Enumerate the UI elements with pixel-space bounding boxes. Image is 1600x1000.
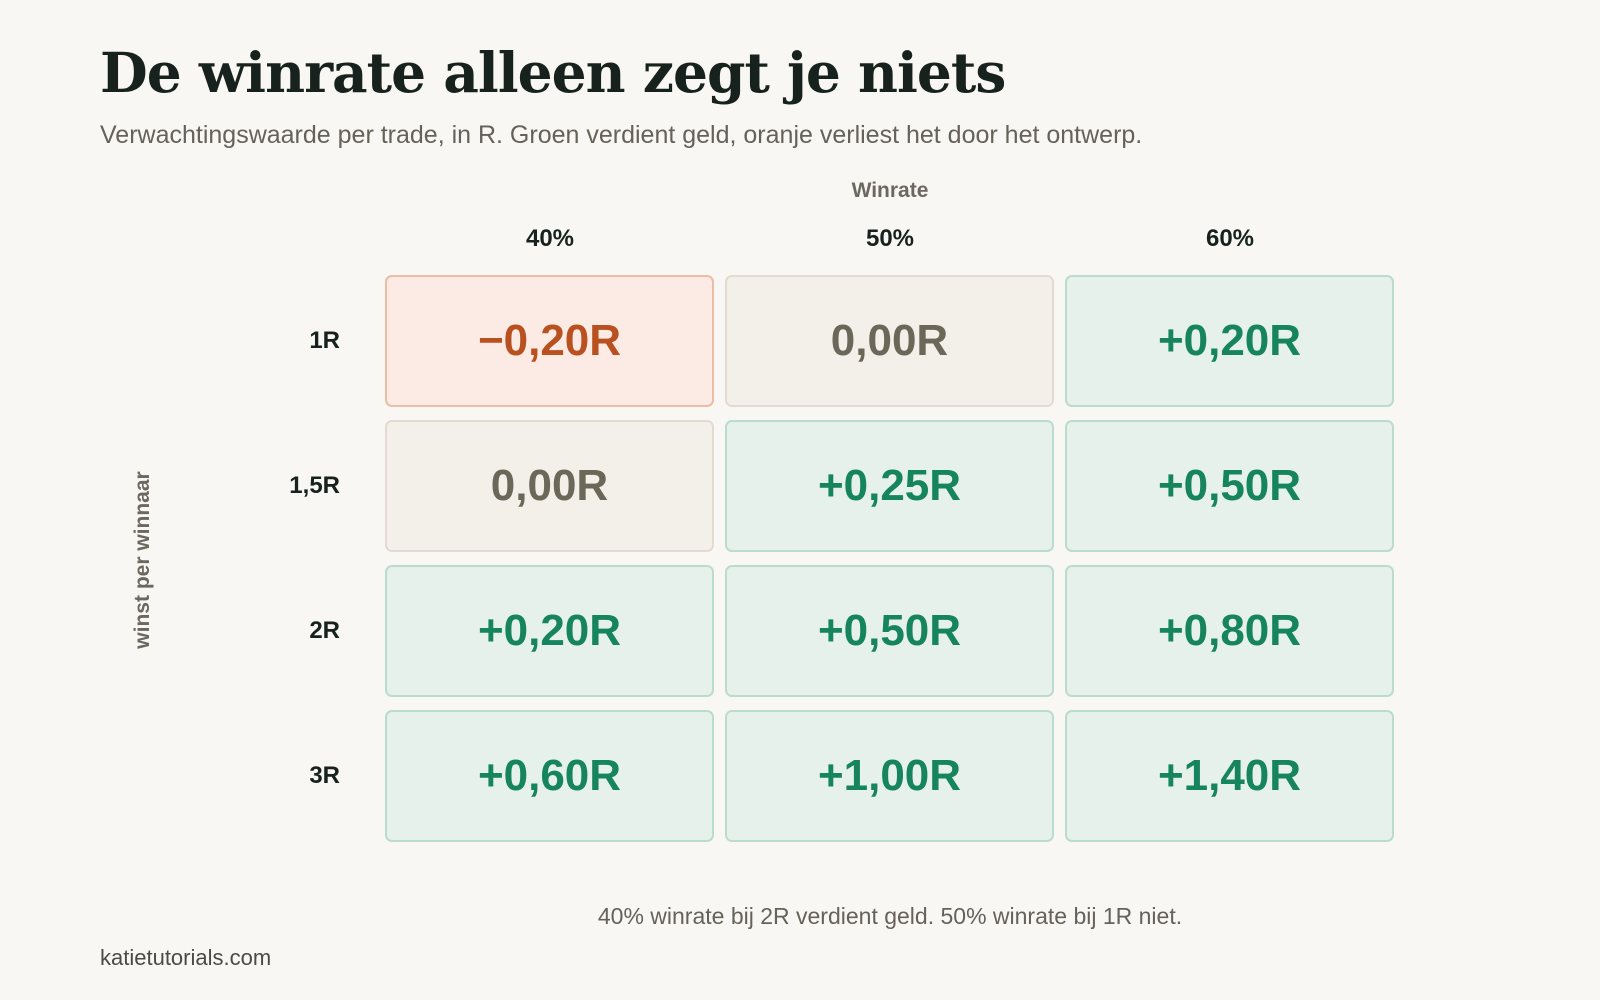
heatmap-cell: +0,60R — [385, 710, 714, 842]
heatmap-cell: +0,20R — [385, 565, 714, 697]
heatmap-cell: +0,50R — [1065, 420, 1394, 552]
heatmap-cell: +1,40R — [1065, 710, 1394, 842]
heatmap-cell: +0,80R — [1065, 565, 1394, 697]
site-credit: katietutorials.com — [100, 945, 272, 970]
heatmap-cell: 0,00R — [725, 275, 1054, 407]
column-header: 50% — [865, 225, 915, 252]
column-header: 40% — [525, 225, 575, 252]
heatmap-cell: +0,20R — [1065, 275, 1394, 407]
row-header: 1,5R — [289, 472, 340, 499]
heatmap-cell: +1,00R — [725, 710, 1054, 842]
row-header: 1R — [309, 327, 340, 354]
row-header: 3R — [309, 762, 340, 789]
heatmap-cell: +0,25R — [725, 420, 1054, 552]
page-subtitle: Verwachtingswaarde per trade, in R. Groe… — [100, 121, 1143, 149]
x-axis-title: Winrate — [851, 179, 929, 202]
footnote: 40% winrate bij 2R verdient geld. 50% wi… — [597, 903, 1183, 929]
y-axis-title: winst per winnaar — [131, 471, 154, 649]
column-header: 60% — [1205, 225, 1255, 252]
row-header: 2R — [309, 617, 340, 644]
page-title: De winrate alleen zegt je niets — [100, 40, 1006, 105]
heatmap-cell: −0,20R — [385, 275, 714, 407]
heatmap-cell: +0,50R — [725, 565, 1054, 697]
heatmap-cell: 0,00R — [385, 420, 714, 552]
